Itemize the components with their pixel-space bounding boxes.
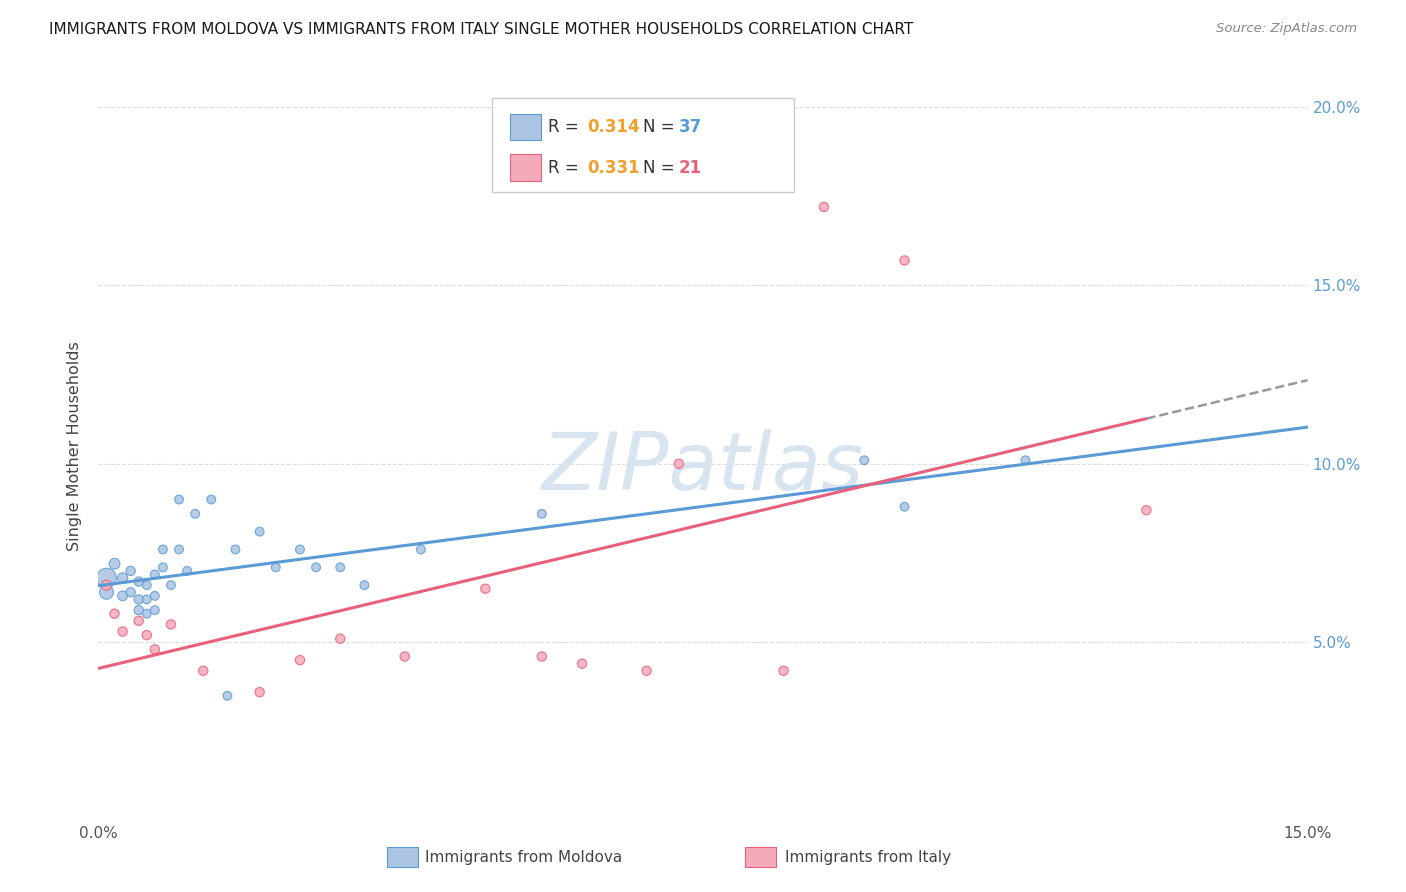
Point: [217, 689, 239, 703]
Text: 37: 37: [679, 118, 703, 136]
Point: [120, 564, 142, 578]
Point: [143, 642, 166, 657]
Point: [176, 564, 198, 578]
Point: [103, 557, 125, 571]
Point: [135, 628, 157, 642]
Point: [264, 560, 287, 574]
Text: 21: 21: [679, 159, 702, 177]
Point: [329, 632, 352, 646]
Point: [530, 649, 553, 664]
Point: [636, 664, 658, 678]
Text: R =: R =: [548, 159, 585, 177]
Point: [668, 457, 690, 471]
Point: [128, 592, 150, 607]
Point: [288, 542, 311, 557]
Point: [893, 500, 915, 514]
Text: N =: N =: [643, 118, 679, 136]
Point: [1135, 503, 1157, 517]
Text: IMMIGRANTS FROM MOLDOVA VS IMMIGRANTS FROM ITALY SINGLE MOTHER HOUSEHOLDS CORREL: IMMIGRANTS FROM MOLDOVA VS IMMIGRANTS FR…: [49, 22, 914, 37]
Point: [152, 542, 174, 557]
Point: [120, 585, 142, 599]
Point: [409, 542, 432, 557]
Text: R =: R =: [548, 118, 585, 136]
Point: [530, 507, 553, 521]
Point: [893, 253, 915, 268]
Point: [128, 603, 150, 617]
Text: 0.331: 0.331: [588, 159, 640, 177]
Point: [111, 589, 134, 603]
Point: [772, 664, 794, 678]
Y-axis label: Single Mother Households: Single Mother Households: [67, 341, 83, 551]
Point: [135, 607, 157, 621]
Text: Immigrants from Italy: Immigrants from Italy: [785, 850, 950, 864]
Point: [1014, 453, 1036, 467]
Point: [143, 567, 166, 582]
Point: [288, 653, 311, 667]
Point: [135, 578, 157, 592]
Point: [160, 617, 183, 632]
Point: [571, 657, 593, 671]
Text: Immigrants from Moldova: Immigrants from Moldova: [425, 850, 621, 864]
Point: [353, 578, 375, 592]
Point: [103, 607, 125, 621]
Point: [394, 649, 416, 664]
Point: [474, 582, 496, 596]
Point: [224, 542, 246, 557]
Point: [249, 524, 271, 539]
Point: [111, 624, 134, 639]
Point: [329, 560, 352, 574]
Point: [128, 574, 150, 589]
Point: [152, 560, 174, 574]
Point: [184, 507, 207, 521]
Point: [813, 200, 835, 214]
Point: [128, 614, 150, 628]
Point: [200, 492, 222, 507]
Point: [143, 603, 166, 617]
Text: Source: ZipAtlas.com: Source: ZipAtlas.com: [1216, 22, 1357, 36]
Point: [305, 560, 328, 574]
Point: [135, 592, 157, 607]
Text: ZIPatlas: ZIPatlas: [541, 429, 865, 508]
Point: [96, 585, 118, 599]
Point: [193, 664, 215, 678]
Point: [96, 578, 118, 592]
Point: [249, 685, 271, 699]
Point: [111, 571, 134, 585]
Point: [143, 589, 166, 603]
Point: [160, 578, 183, 592]
Text: N =: N =: [643, 159, 679, 177]
Text: 0.314: 0.314: [588, 118, 640, 136]
Point: [167, 542, 190, 557]
Point: [96, 571, 118, 585]
Point: [167, 492, 190, 507]
Point: [853, 453, 876, 467]
